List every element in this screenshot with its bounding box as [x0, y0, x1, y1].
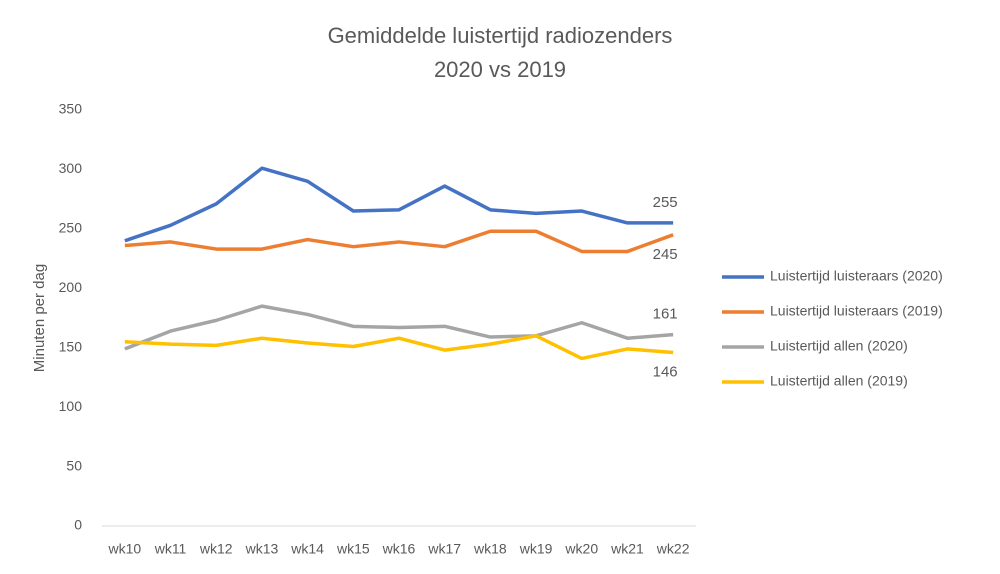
x-tick-label: wk16: [382, 541, 416, 557]
chart-subtitle: 2020 vs 2019: [434, 57, 566, 82]
legend-label: Luistertijd luisteraars (2020): [770, 268, 943, 284]
x-tick-label: wk15: [336, 541, 370, 557]
x-tick-label: wk17: [427, 541, 461, 557]
y-tick-label: 150: [59, 338, 83, 354]
y-tick-label: 350: [59, 101, 83, 117]
x-tick-label: wk18: [473, 541, 507, 557]
x-tick-label: wk10: [108, 541, 142, 557]
y-tick-label: 300: [59, 160, 83, 176]
chart-title: Gemiddelde luistertijd radiozenders: [328, 23, 673, 48]
series-line: [124, 229, 674, 254]
y-tick-label: 50: [66, 457, 82, 473]
series-line: [124, 334, 674, 361]
x-tick-label: wk19: [519, 541, 553, 557]
y-tick-label: 250: [59, 220, 83, 236]
y-tick-label: 200: [59, 279, 83, 295]
x-tick-label: wk13: [245, 541, 279, 557]
y-tick-label: 0: [74, 517, 82, 533]
x-tick-label: wk11: [154, 541, 187, 557]
y-axis-label: Minuten per dag: [31, 264, 48, 372]
legend-label: Luistertijd luisteraars (2019): [770, 303, 943, 319]
x-tick-label: wk22: [656, 541, 690, 557]
series-line: [124, 166, 674, 243]
data-label: 146: [653, 363, 678, 380]
data-label: 161: [653, 306, 678, 323]
legend-label: Luistertijd allen (2020): [770, 338, 908, 354]
x-tick-label: wk14: [290, 541, 324, 557]
series-line: [124, 304, 674, 351]
legend-label: Luistertijd allen (2019): [770, 373, 908, 389]
x-tick-label: wk21: [610, 541, 644, 557]
data-label: 245: [653, 246, 678, 263]
y-tick-label: 100: [59, 398, 83, 414]
data-label: 255: [653, 194, 678, 211]
x-tick-label: wk20: [564, 541, 598, 557]
x-tick-label: wk12: [199, 541, 233, 557]
